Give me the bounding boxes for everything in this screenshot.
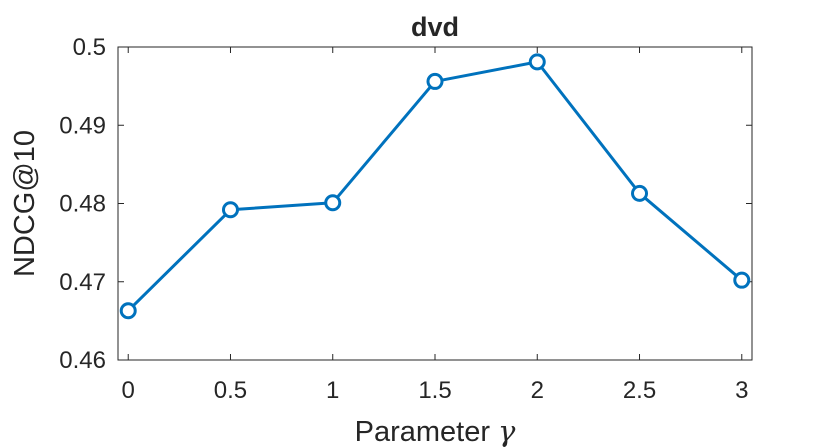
- x-tick-label: 2: [531, 377, 544, 404]
- y-tick-label: 0.47: [59, 269, 106, 296]
- y-axis-label: NDCG@10: [9, 130, 41, 277]
- y-tick-label: 0.48: [59, 191, 106, 218]
- gamma-symbol: γ: [498, 414, 516, 448]
- x-tick-label: 3: [735, 377, 748, 404]
- data-point: [324, 194, 342, 212]
- y-tick-label: 0.46: [59, 347, 106, 374]
- data-point: [221, 201, 239, 219]
- plot-area: 0 0.5 1 1.5 2 2.5 3 0.46 0.47 0.48 0.49 0.5: [59, 34, 753, 404]
- data-point: [631, 184, 649, 202]
- data-point: [528, 53, 546, 71]
- y-tick-label: 0.5: [73, 34, 106, 61]
- chart-title: dvd: [411, 12, 459, 42]
- data-point: [119, 302, 137, 320]
- x-tick-label: 1: [326, 377, 339, 404]
- x-axis-label: Parameter γ: [355, 414, 516, 448]
- x-tick-label: 1.5: [418, 377, 451, 404]
- data-point: [733, 271, 751, 289]
- x-tick-label: 0: [122, 377, 135, 404]
- x-tick-label: 0.5: [214, 377, 247, 404]
- y-tick-label: 0.49: [59, 112, 106, 139]
- data-point: [426, 72, 444, 90]
- x-axis-label-text: Parameter: [355, 416, 491, 448]
- x-tick-label: 2.5: [623, 377, 656, 404]
- axes-box: [117, 46, 753, 361]
